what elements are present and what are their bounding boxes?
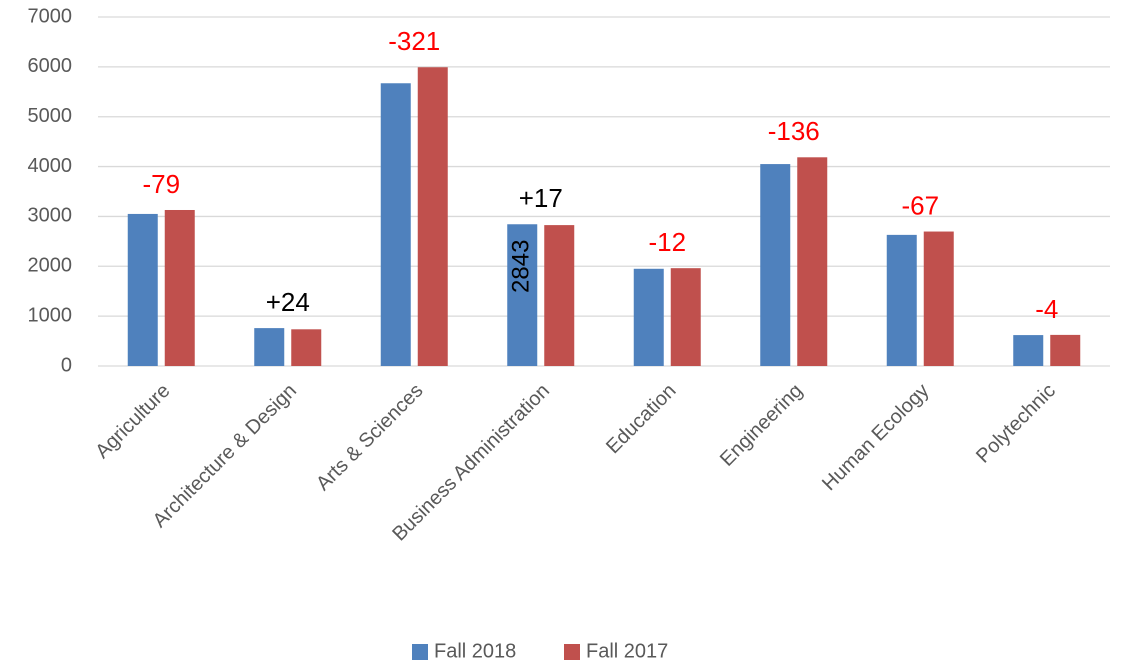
y-tick-label: 4000 bbox=[28, 155, 73, 177]
annotation: +17 bbox=[519, 183, 563, 213]
x-tick-label: Polytechnic bbox=[972, 380, 1060, 468]
y-tick-label: 7000 bbox=[28, 5, 73, 27]
y-tick-label: 2000 bbox=[28, 255, 73, 277]
annotation: -12 bbox=[648, 227, 686, 257]
bar bbox=[633, 268, 664, 366]
bar bbox=[380, 83, 411, 367]
data-label: 2843 bbox=[508, 240, 535, 293]
bar bbox=[797, 157, 828, 366]
x-tick-label: Education bbox=[602, 380, 680, 458]
bar bbox=[127, 213, 158, 366]
bar bbox=[417, 67, 448, 367]
bar bbox=[760, 164, 791, 366]
x-tick-label: Agriculture bbox=[91, 380, 174, 463]
bar bbox=[507, 224, 538, 366]
x-tick-label: Engineering bbox=[716, 380, 807, 471]
y-tick-label: 3000 bbox=[28, 205, 73, 227]
annotation: +24 bbox=[266, 287, 310, 317]
annotation: -136 bbox=[768, 116, 820, 146]
annotation: -79 bbox=[142, 169, 180, 199]
bar bbox=[1050, 334, 1081, 366]
y-tick-label: 0 bbox=[61, 354, 72, 376]
x-tick-label: Architecture & Design bbox=[149, 380, 301, 532]
legend-swatch bbox=[412, 644, 428, 660]
bar bbox=[254, 328, 285, 366]
bar bbox=[164, 209, 195, 366]
y-tick-label: 1000 bbox=[28, 304, 73, 326]
bar bbox=[886, 234, 917, 366]
legend-swatch bbox=[564, 644, 580, 660]
annotation: -4 bbox=[1035, 294, 1058, 324]
bar bbox=[291, 329, 322, 366]
bar bbox=[923, 231, 954, 366]
bar bbox=[670, 268, 701, 366]
y-tick-label: 6000 bbox=[28, 55, 73, 77]
y-tick-label: 5000 bbox=[28, 105, 73, 127]
annotation: -321 bbox=[388, 26, 440, 56]
bar bbox=[1013, 335, 1044, 366]
legend-label: Fall 2017 bbox=[586, 640, 668, 662]
x-tick-label: Arts & Sciences bbox=[312, 380, 427, 495]
legend-label: Fall 2018 bbox=[434, 640, 516, 662]
x-tick-label: Human Ecology bbox=[818, 380, 933, 495]
annotation: -67 bbox=[901, 190, 939, 220]
bar bbox=[544, 225, 575, 366]
